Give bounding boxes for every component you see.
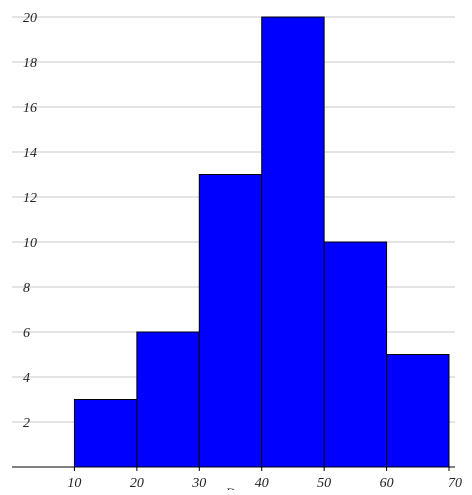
- y-tick-label: 6: [23, 326, 30, 341]
- x-tick-label: 20: [130, 476, 144, 490]
- histogram-bar: [386, 354, 450, 468]
- histogram-bar: [198, 174, 263, 468]
- histogram-bar: [136, 331, 200, 468]
- y-tick-label: 10: [23, 236, 37, 251]
- x-tick-label: 50: [317, 476, 331, 490]
- x-tick-label: 30: [191, 476, 206, 490]
- y-tick-label: 14: [23, 146, 37, 161]
- labels-layer: 2 4 6 8 10 12 14 16 18 20 10 20 30 40 50 60 70: [23, 11, 462, 491]
- y-tick-label: 2: [23, 416, 30, 431]
- y-tick-label: 20: [23, 11, 37, 26]
- histogram-bar: [323, 241, 388, 468]
- y-tick-label: 16: [23, 101, 37, 116]
- axis-layer: [12, 466, 455, 471]
- histogram-bar: [261, 16, 325, 468]
- x-axis-title: D: [225, 485, 236, 490]
- y-tick-label: 18: [23, 56, 37, 71]
- histogram-bar: [73, 399, 138, 468]
- x-tick-label: 70: [448, 476, 462, 490]
- y-tick-label: 8: [23, 281, 30, 296]
- x-tick-label: 60: [380, 476, 394, 490]
- x-tick-label: 10: [67, 476, 81, 490]
- x-tick-label: 40: [255, 476, 269, 490]
- y-tick-label: 4: [23, 371, 30, 386]
- y-tick-label: 12: [23, 191, 37, 206]
